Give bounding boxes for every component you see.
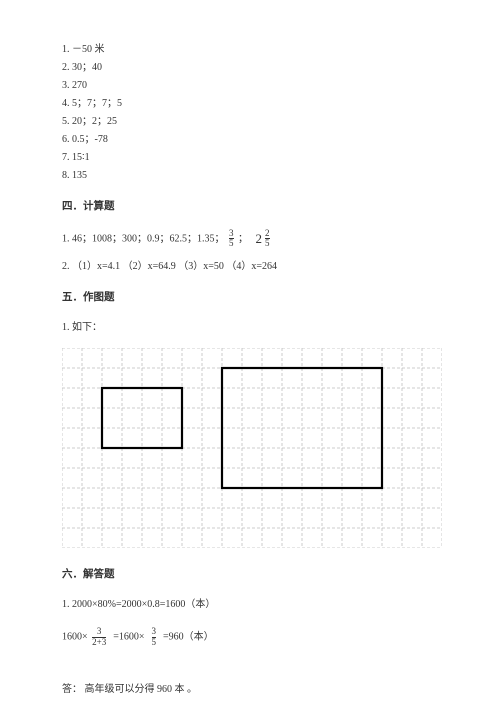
solve-line-2: 1600× 3 2+3 =1600× 3 5 =960（本） <box>62 627 438 648</box>
solve-2a: 1600× <box>62 631 88 642</box>
solve-2b: =1600× <box>113 631 144 642</box>
calc-line-2: 2. （1）x=4.1 （2）x=64.9 （3）x=50 （4）x=264 <box>62 258 438 275</box>
mixed-fraction: 2 2 5 <box>256 228 272 250</box>
calc-sep: ； <box>238 233 248 244</box>
solve-answer: 答： 高年级可以分得 960 本 。 <box>62 681 438 698</box>
answer-6: 6. 0.5；-78 <box>62 131 438 148</box>
frac2-den: 2+3 <box>92 637 106 648</box>
grid-diagram <box>62 348 438 548</box>
mixed-num: 2 <box>265 229 270 239</box>
mixed-frac: 2 5 <box>265 229 270 250</box>
frac3-num: 3 <box>152 627 157 637</box>
mixed-whole: 2 <box>256 228 263 250</box>
answer-5: 5. 20；2；25 <box>62 113 438 130</box>
fraction-3-5: 3 5 <box>229 229 234 250</box>
answer-7: 7. 15∶1 <box>62 149 438 166</box>
section-calc-title: 四．计算题 <box>62 198 438 216</box>
answer-3: 3. 270 <box>62 77 438 94</box>
calc-line-1: 1. 46；1008；300；0.9；62.5；1.35； 3 5 ； 2 2 … <box>62 228 438 250</box>
fraction-3-over-2-3: 3 2+3 <box>92 627 106 648</box>
section-draw-title: 五．作图题 <box>62 289 438 307</box>
calc-line-1-prefix: 1. 46；1008；300；0.9；62.5；1.35； <box>62 233 225 244</box>
solve-line-1: 1. 2000×80%=2000×0.8=1600（本） <box>62 596 438 613</box>
solve-2c: =960（本） <box>163 631 214 642</box>
frac-num: 3 <box>229 229 234 239</box>
grid-svg <box>62 348 442 548</box>
answer-8: 8. 135 <box>62 167 438 184</box>
answer-2: 2. 30；40 <box>62 59 438 76</box>
frac3-den: 5 <box>152 637 157 648</box>
mixed-den: 5 <box>265 238 270 249</box>
fraction-3-5-b: 3 5 <box>152 627 157 648</box>
answer-4: 4. 5；7；7；5 <box>62 95 438 112</box>
frac-den: 5 <box>229 238 234 249</box>
frac2-num: 3 <box>92 627 106 637</box>
section-solve-title: 六．解答题 <box>62 566 438 584</box>
draw-line-1: 1. 如下： <box>62 319 438 336</box>
answer-1: 1. －50 米 <box>62 41 438 58</box>
